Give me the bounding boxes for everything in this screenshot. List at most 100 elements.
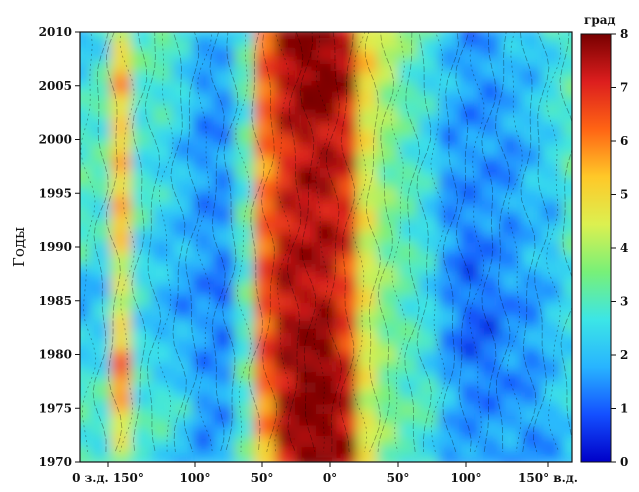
heatmap-cell: [80, 198, 92, 211]
heatmap-cell: [520, 381, 543, 394]
heatmap-cell: [418, 273, 440, 286]
heatmap-cell: [295, 349, 317, 361]
contour-line: [170, 32, 187, 453]
heatmap-cell: [500, 306, 522, 318]
contour-line: [92, 32, 109, 453]
heatmap-cell: [274, 402, 297, 415]
heatmap-cell: [110, 306, 133, 318]
heatmap-cell: [541, 230, 563, 243]
heatmap-cell: [377, 166, 399, 179]
heatmap-cell: [336, 198, 358, 211]
heatmap-cell: [172, 359, 194, 372]
heatmap-cell: [110, 48, 133, 60]
heatmap-cell: [131, 435, 153, 447]
heatmap-cell: [377, 37, 399, 50]
heatmap-cell: [213, 252, 235, 265]
y-tick-label: 1975: [39, 401, 72, 415]
heatmap-cell: [397, 295, 420, 308]
heatmap-cell: [377, 273, 399, 286]
heatmap-cell: [377, 198, 399, 211]
heatmap-cell: [336, 284, 358, 297]
heatmap-cell: [110, 123, 133, 136]
heatmap-cell: [520, 144, 543, 157]
heatmap-cell: [131, 273, 153, 286]
heatmap-cell: [500, 327, 522, 340]
heatmap-cell: [500, 166, 522, 179]
heatmap-cell: [274, 241, 297, 254]
heatmap-cell: [500, 402, 522, 415]
heatmap-cell: [192, 456, 215, 462]
heatmap-cell: [131, 252, 153, 265]
heatmap-cell: [418, 198, 440, 211]
heatmap-cell: [377, 32, 399, 39]
heatmap-cell: [151, 80, 174, 93]
heatmap-cell: [110, 284, 133, 297]
heatmap-cell: [233, 69, 256, 82]
heatmap-cell: [80, 209, 92, 222]
contour-line: [430, 32, 446, 453]
heatmap-cell: [131, 263, 153, 275]
heatmap-cell: [561, 112, 572, 125]
heatmap-cell: [520, 134, 543, 146]
heatmap-cell: [315, 32, 338, 39]
heatmap-cell: [295, 230, 317, 243]
heatmap-cell: [377, 209, 399, 222]
heatmap-cell: [459, 241, 481, 254]
heatmap-cell: [233, 80, 256, 93]
heatmap-cell: [377, 241, 399, 254]
heatmap-cell: [479, 101, 502, 114]
heatmap-cell: [377, 187, 399, 200]
heatmap-cell: [541, 392, 563, 404]
heatmap-cell: [131, 80, 153, 93]
heatmap-cell: [274, 91, 297, 103]
heatmap-cell: [520, 456, 543, 462]
heatmap-cell: [110, 112, 133, 125]
heatmap-cell: [90, 177, 112, 189]
heatmap-cell: [254, 424, 276, 437]
heatmap-cell: [541, 284, 563, 297]
heatmap-cell: [418, 413, 440, 426]
contour-line: [209, 32, 226, 453]
heatmap-cell: [459, 220, 481, 232]
heatmap-cell: [397, 241, 420, 254]
heatmap-cell: [131, 144, 153, 157]
heatmap-cell: [233, 370, 256, 383]
heatmap-cell: [192, 327, 215, 340]
heatmap-cell: [274, 37, 297, 50]
heatmap-cell: [459, 37, 481, 50]
heatmap-cell: [151, 101, 174, 114]
heatmap-cell: [500, 359, 522, 372]
heatmap-cell: [336, 155, 358, 168]
heatmap-cell: [213, 91, 235, 103]
heatmap-cell: [418, 327, 440, 340]
heatmap-cell: [213, 187, 235, 200]
heatmap-cell: [459, 80, 481, 93]
heatmap-cell: [172, 316, 194, 329]
heatmap-cell: [213, 413, 235, 426]
heatmap-cell: [110, 37, 133, 50]
heatmap-cell: [110, 80, 133, 93]
heatmap-cell: [479, 295, 502, 308]
heatmap-cell: [213, 284, 235, 297]
heatmap-cell: [561, 80, 572, 93]
heatmap-cell: [90, 392, 112, 404]
heatmap-cell: [90, 123, 112, 136]
heatmap-cell: [479, 327, 502, 340]
heatmap-cell: [500, 273, 522, 286]
heatmap-cell: [80, 134, 92, 146]
heatmap-cell: [274, 112, 297, 125]
heatmap-cell: [274, 413, 297, 426]
heatmap-cell: [377, 445, 399, 458]
heatmap-cell: [397, 230, 420, 243]
heatmap-cell: [377, 252, 399, 265]
heatmap-cell: [356, 155, 379, 168]
heatmap-cell: [172, 101, 194, 114]
heatmap-cell: [295, 456, 317, 462]
heatmap-cell: [520, 359, 543, 372]
heatmap-cell: [418, 230, 440, 243]
heatmap-cell: [356, 392, 379, 404]
heatmap-cell: [459, 48, 481, 60]
heatmap-cell: [315, 241, 338, 254]
heatmap-cell: [520, 230, 543, 243]
heatmap-cell: [295, 69, 317, 82]
